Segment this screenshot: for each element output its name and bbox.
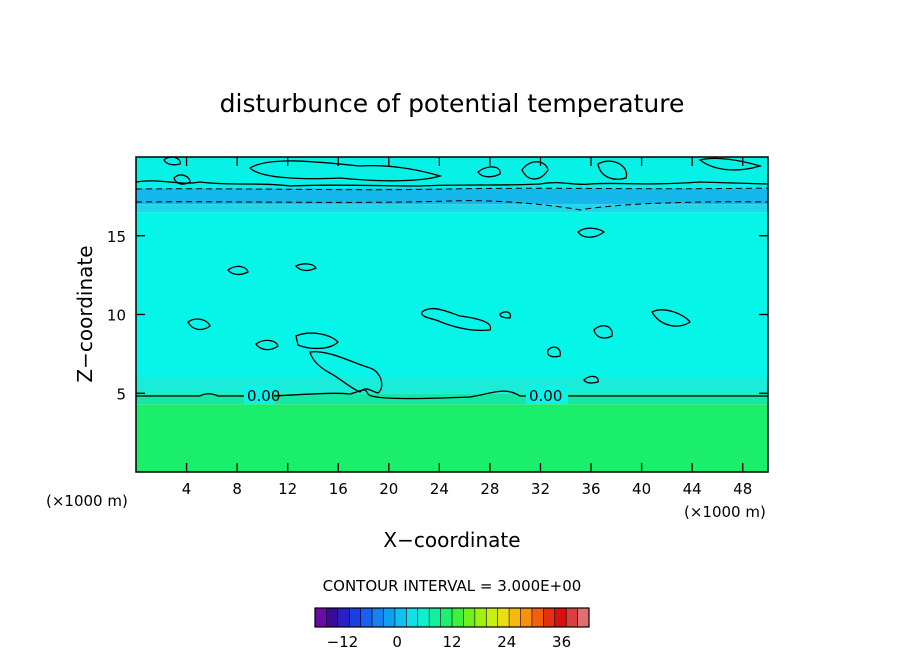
colorbar-cell bbox=[360, 608, 373, 627]
colorbar-cell bbox=[463, 608, 476, 627]
contour-patch bbox=[499, 311, 512, 319]
x-tick-label: 48 bbox=[733, 480, 752, 498]
contour-patch bbox=[421, 308, 492, 332]
colorbar-tick-label: −12 bbox=[327, 633, 359, 651]
x-tick-label: 4 bbox=[182, 480, 192, 498]
colorbar-cell bbox=[554, 608, 567, 627]
contour-patch bbox=[187, 318, 211, 331]
colorbar-cell bbox=[315, 608, 327, 627]
contour-patch bbox=[583, 375, 599, 384]
y-tick-label: 5 bbox=[116, 385, 126, 403]
contour-patch bbox=[295, 332, 339, 350]
colorbar-cell bbox=[406, 608, 419, 627]
x-tick-label: 24 bbox=[430, 480, 449, 498]
colorbar-cell bbox=[337, 608, 350, 627]
contour-patch bbox=[651, 309, 691, 327]
colorbar-cell bbox=[452, 608, 464, 627]
colorbar-cell bbox=[440, 608, 453, 627]
field-band bbox=[136, 204, 768, 213]
y-tick-label: 10 bbox=[107, 307, 126, 325]
x-tick-label: 12 bbox=[278, 480, 297, 498]
contour-patch bbox=[227, 265, 249, 276]
contour-patch bbox=[546, 346, 561, 358]
field-band bbox=[136, 404, 768, 472]
contour-label-bg bbox=[244, 386, 274, 404]
contour-label: 0.00 bbox=[247, 387, 280, 405]
colorbar-cell bbox=[509, 608, 521, 627]
contour-patch bbox=[593, 325, 613, 339]
contour-patch bbox=[255, 339, 279, 351]
colorbar-cell bbox=[417, 608, 430, 627]
colorbar-frame bbox=[314, 607, 590, 628]
x-tick-label: 40 bbox=[632, 480, 651, 498]
colorbar-cell bbox=[383, 608, 396, 627]
y-tick-label: 15 bbox=[107, 228, 126, 246]
field-band bbox=[136, 393, 768, 405]
colorbar-cell bbox=[497, 608, 510, 627]
contour-label: 0.00 bbox=[529, 387, 562, 405]
field-band bbox=[136, 212, 768, 378]
colorbar-tick-label: 36 bbox=[552, 633, 571, 651]
x-axis-unit: (×1000 m) bbox=[684, 503, 766, 521]
contour-interval-text: CONTOUR INTERVAL = 3.000E+00 bbox=[323, 577, 582, 595]
colorbar bbox=[314, 607, 590, 628]
top-contour bbox=[135, 180, 769, 187]
colorbar-cell bbox=[326, 608, 339, 627]
x-tick-label: 28 bbox=[480, 480, 499, 498]
colorbar-cell bbox=[394, 608, 407, 627]
zero-contour-plume bbox=[309, 351, 383, 394]
colorbar-cell bbox=[520, 608, 533, 627]
x-tick-label: 20 bbox=[379, 480, 398, 498]
x-tick-label: 44 bbox=[683, 480, 702, 498]
colorbar-cell bbox=[531, 608, 544, 627]
colorbar-cell bbox=[543, 608, 556, 627]
contour-lines bbox=[135, 156, 769, 400]
colorbar-tick-label: 0 bbox=[392, 633, 402, 651]
top-contour-cells bbox=[163, 156, 763, 185]
field-bands bbox=[136, 157, 768, 472]
contour-label-bg bbox=[526, 386, 568, 404]
dashed-contour bbox=[135, 200, 769, 211]
y-axis-unit: (×1000 m) bbox=[46, 492, 128, 510]
colorbar-cell bbox=[566, 608, 578, 627]
colorbar-cell bbox=[577, 608, 590, 627]
x-tick-label: 32 bbox=[531, 480, 550, 498]
colorbar-tick-label: 24 bbox=[497, 633, 516, 651]
field-band bbox=[136, 377, 768, 394]
x-tick-label: 36 bbox=[581, 480, 600, 498]
y-axis-label: Z−coordinate bbox=[73, 245, 97, 382]
zero-contour bbox=[136, 389, 768, 400]
colorbar-tick-label: 12 bbox=[442, 633, 461, 651]
contour-patch bbox=[577, 227, 606, 238]
dashed-contour bbox=[135, 187, 769, 191]
field-band bbox=[136, 188, 768, 205]
chart-title: disturbunce of potential temperature bbox=[220, 89, 685, 118]
contour-patch bbox=[294, 263, 317, 272]
colorbar-cell bbox=[486, 608, 498, 627]
x-axis-label: X−coordinate bbox=[383, 528, 520, 552]
x-tick-label: 16 bbox=[329, 480, 348, 498]
x-tick-label: 8 bbox=[232, 480, 242, 498]
y-axis: 5 10 15 bbox=[107, 228, 768, 403]
colorbar-cell bbox=[474, 608, 487, 627]
x-axis: 4 8 12 16 20 24 28 32 36 40 44 48 bbox=[182, 157, 752, 498]
colorbar-cell bbox=[372, 608, 384, 627]
colorbar-cell bbox=[429, 608, 441, 627]
colorbar-labels: −12 0 12 24 36 bbox=[327, 633, 572, 651]
colorbar-cell bbox=[349, 608, 361, 627]
